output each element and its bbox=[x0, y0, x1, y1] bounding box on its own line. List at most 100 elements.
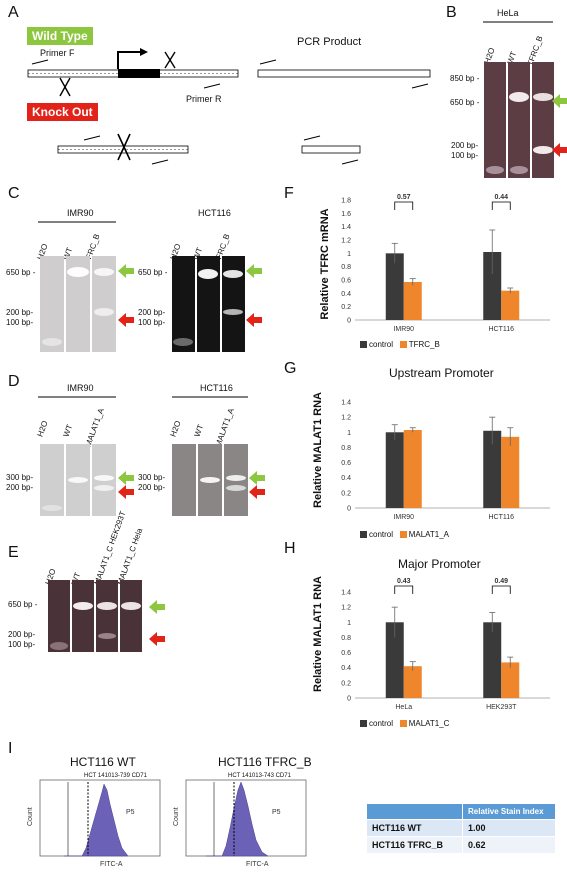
annotation-value: 0.49 bbox=[494, 578, 508, 585]
y-tick-label: 1 bbox=[347, 620, 351, 627]
chart-g-ylabel: Relative MALAT1 RNA bbox=[312, 392, 324, 508]
panel-label-c: C bbox=[8, 185, 20, 202]
table-row: HCT116 TFRC_B 0.62 bbox=[366, 836, 556, 854]
panel-label-d: D bbox=[8, 373, 20, 390]
chart-f-legend: control TFRC_B bbox=[360, 340, 440, 349]
histogram-right-header: HCT 141013-743 CD71 bbox=[228, 773, 291, 779]
gel-image-c-right bbox=[172, 256, 245, 352]
x-tick-label: IMR90 bbox=[393, 326, 414, 333]
significance-bracket bbox=[394, 585, 414, 594]
legend-swatch-control bbox=[360, 720, 367, 728]
table-header-row: Relative Stain Index bbox=[366, 803, 556, 820]
svg-text:Count: Count bbox=[173, 807, 180, 826]
marker-200: 200 bp- bbox=[6, 308, 34, 317]
y-tick-label: 0.8 bbox=[341, 635, 351, 642]
primer-f-arrow-icon bbox=[31, 59, 49, 65]
chart-h: 0 0.2 0.4 0.6 0.8 1 1.2 1.4 HeLa 0.43 HEK293T 0.49 bbox=[341, 578, 550, 710]
histogram-right-title: HCT116 TFRC_B bbox=[218, 755, 312, 769]
marker-200: 200 bp- bbox=[6, 483, 34, 492]
annotation-value: 0.57 bbox=[397, 194, 411, 201]
wild-type-arrow-icon bbox=[246, 264, 262, 278]
panel-label-f: F bbox=[284, 185, 294, 202]
lane-label: WT bbox=[192, 423, 206, 438]
primer-r-arrow-icon bbox=[203, 83, 221, 89]
chart-g-legend: control MALAT1_A bbox=[360, 530, 449, 539]
bar-TFRC_B bbox=[501, 290, 520, 320]
y-tick-label: 0 bbox=[347, 318, 351, 325]
wild-type-arrow-icon bbox=[149, 600, 165, 614]
bar-control bbox=[385, 253, 404, 320]
chart-g: 0 0.2 0.4 0.6 0.8 1 1.2 1.4 IMR90 HCT116 bbox=[341, 400, 550, 520]
svg-text:Count: Count bbox=[27, 807, 34, 826]
panel-label-i: I bbox=[8, 740, 13, 757]
svg-text:P5: P5 bbox=[126, 809, 135, 816]
svg-text:FITC-A: FITC-A bbox=[100, 861, 123, 868]
y-tick-label: 1.4 bbox=[341, 590, 351, 597]
table-header-cell: Relative Stain Index bbox=[462, 803, 556, 820]
knock-out-arrow-icon bbox=[249, 485, 265, 499]
table-cell: 0.62 bbox=[462, 836, 556, 854]
chart-g-title: Upstream Promoter bbox=[389, 366, 494, 380]
marker-200: 200 bp- bbox=[8, 630, 36, 639]
knock-out-arrow-icon bbox=[552, 143, 567, 157]
bar-MALAT1_A bbox=[403, 430, 422, 508]
legend-label: MALAT1_A bbox=[408, 530, 449, 539]
scissors-icon bbox=[117, 133, 131, 161]
pcr-product-label: PCR Product bbox=[297, 36, 362, 48]
gel-image-e bbox=[48, 580, 142, 652]
y-tick-label: 1 bbox=[347, 430, 351, 437]
bar-control bbox=[483, 622, 502, 698]
scissors-icon bbox=[59, 77, 71, 97]
y-tick-label: 0.4 bbox=[341, 665, 351, 672]
gel-image-d-left bbox=[40, 444, 116, 516]
panel-label-b: B bbox=[446, 4, 457, 21]
table-cell: 1.00 bbox=[462, 819, 556, 837]
histogram-left-title: HCT116 WT bbox=[70, 755, 136, 769]
marker-100: 100 bp- bbox=[451, 151, 479, 160]
panel-label-a: A bbox=[8, 4, 19, 21]
y-tick-label: 0.6 bbox=[341, 460, 351, 467]
panel-label-e: E bbox=[8, 544, 19, 561]
marker-100: 100 bp- bbox=[8, 640, 36, 649]
marker-300: 300 bp- bbox=[138, 473, 166, 482]
y-tick-label: 0.6 bbox=[341, 650, 351, 657]
table-row: HCT116 WT 1.00 bbox=[366, 819, 556, 837]
table-cell: HCT116 TFRC_B bbox=[366, 836, 463, 854]
marker-650: 650 bp - bbox=[6, 268, 36, 277]
tss-arrow-icon bbox=[117, 51, 140, 69]
legend-label: MALAT1_C bbox=[408, 719, 450, 728]
chart-h-legend: control MALAT1_C bbox=[360, 719, 449, 728]
wild-type-arrow-icon bbox=[249, 471, 265, 485]
marker-100: 100 bp- bbox=[6, 318, 34, 327]
lane-label: H2O bbox=[35, 419, 50, 438]
scissors-icon bbox=[164, 51, 176, 69]
lane-label: H2O bbox=[168, 419, 183, 438]
marker-850: 850 bp - bbox=[450, 74, 480, 83]
marker-650: 650 bp - bbox=[450, 98, 480, 107]
gel-d-left-title: IMR90 bbox=[67, 383, 94, 393]
y-tick-label: 1.8 bbox=[341, 198, 351, 205]
bar-control bbox=[483, 252, 502, 320]
legend-swatch-treatment bbox=[399, 720, 407, 728]
wild-type-label: Wild Type bbox=[27, 27, 93, 45]
legend-label: control bbox=[369, 719, 394, 728]
lane-label: MALAT1_A bbox=[83, 407, 106, 448]
bar-control bbox=[385, 622, 404, 698]
bar-control bbox=[385, 432, 404, 508]
significance-bracket bbox=[491, 585, 511, 594]
legend-label: TFRC_B bbox=[408, 340, 440, 349]
bar-TFRC_B bbox=[403, 282, 422, 320]
y-tick-label: 1.2 bbox=[341, 415, 351, 422]
panel-label-h: H bbox=[284, 540, 296, 557]
primer-f-label: Primer F bbox=[40, 48, 75, 58]
bar-MALAT1_A bbox=[501, 436, 520, 508]
gel-image-d-right bbox=[172, 444, 248, 516]
y-tick-label: 0.6 bbox=[341, 278, 351, 285]
y-tick-label: 1.2 bbox=[341, 605, 351, 612]
histogram-left-header: HCT 141013-739 CD71 bbox=[84, 773, 147, 779]
x-tick-label: HCT116 bbox=[488, 326, 514, 333]
y-tick-label: 1 bbox=[347, 251, 351, 258]
histogram-wt: P5 FITC-A Count bbox=[27, 779, 161, 868]
chart-h-ylabel: Relative MALAT1 RNA bbox=[312, 576, 324, 692]
panel-label-g: G bbox=[284, 360, 297, 377]
